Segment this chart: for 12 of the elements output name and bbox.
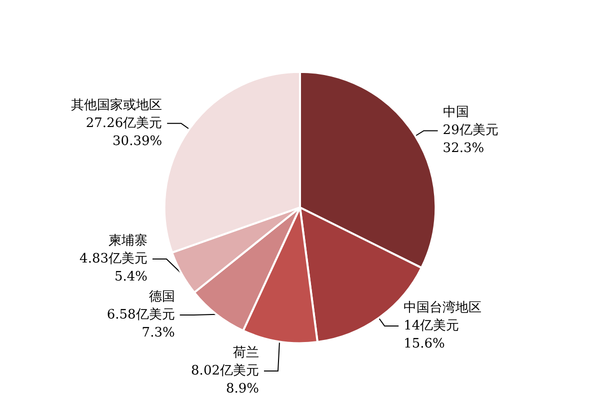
data-label: 27.26亿美元 30.39%: [86, 114, 162, 149]
slice-label: 其他国家或地区: [71, 96, 162, 113]
slice-label: 德国: [148, 290, 175, 304]
data-label: 29亿美元 32.3%: [442, 122, 498, 156]
data-label: 8.02亿美元 8.9%: [191, 362, 259, 396]
slice-label: 荷兰: [232, 346, 259, 360]
slice-label: 中国台湾地区: [404, 300, 482, 316]
slice-label: 中国: [442, 105, 469, 120]
data-label: 14亿美元 15.6%: [404, 318, 460, 352]
data-label: 4.83亿美元 5.4%: [80, 250, 148, 284]
data-label: 6.58亿美元 7.3%: [106, 306, 175, 340]
slice-label: 柬埔寨: [108, 232, 148, 248]
